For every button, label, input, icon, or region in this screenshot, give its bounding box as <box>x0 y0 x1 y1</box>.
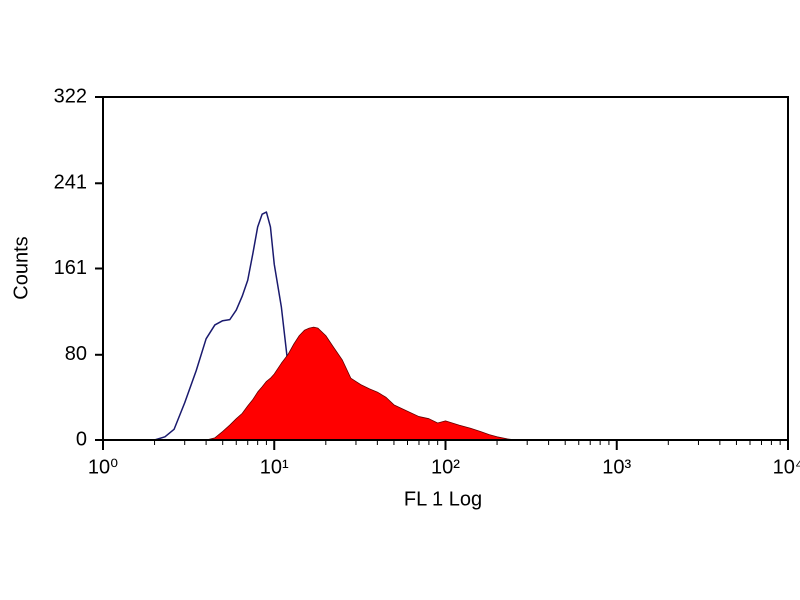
y-axis-label: Counts <box>10 236 32 299</box>
x-tick-label: 10¹ <box>260 456 289 478</box>
x-tick-label: 10⁴ <box>773 456 800 478</box>
y-tick-label: 241 <box>54 172 87 194</box>
x-tick-label: 10³ <box>602 456 631 478</box>
x-tick-label: 10⁰ <box>88 456 118 478</box>
y-tick-label: 80 <box>65 343 87 365</box>
histogram-area <box>205 326 517 441</box>
y-tick-label: 322 <box>54 85 87 107</box>
x-tick-label: 10² <box>431 456 460 478</box>
y-tick-label: 0 <box>76 428 87 450</box>
y-tick-label: 161 <box>54 257 87 279</box>
x-axis-label: FL 1 Log <box>404 488 482 510</box>
